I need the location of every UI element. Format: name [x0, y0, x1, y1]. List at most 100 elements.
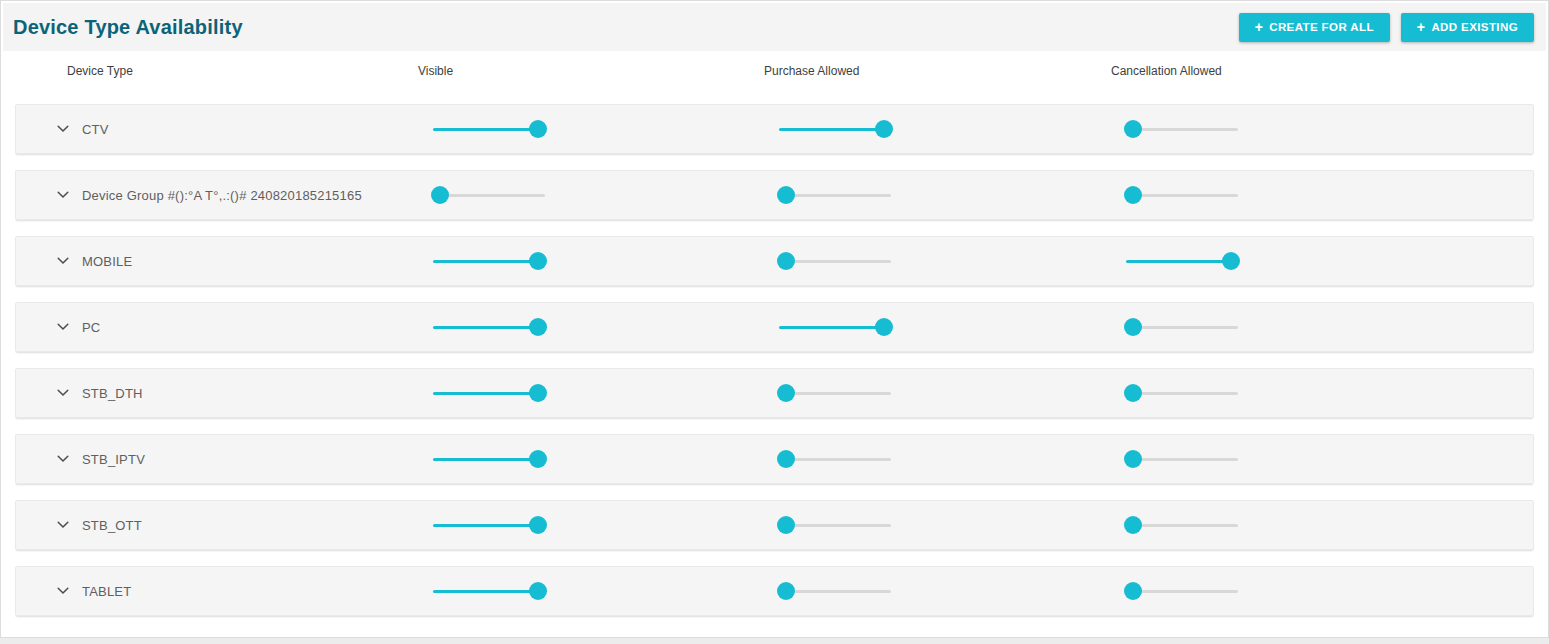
slider-thumb[interactable] [1124, 186, 1142, 204]
slider-thumb[interactable] [1124, 450, 1142, 468]
title-bar-actions: + CREATE FOR ALL + ADD EXISTING [1228, 13, 1534, 42]
device-row: TABLET [15, 566, 1534, 616]
column-header-cancellation-allowed: Cancellation Allowed [1111, 51, 1222, 91]
chevron-down-icon [57, 521, 69, 529]
slider-thumb[interactable] [529, 450, 547, 468]
device-rows: CTV Device Group #():°A T°,.:()# 2408201… [1, 91, 1548, 632]
slider-track [779, 392, 891, 395]
slider-thumb[interactable] [529, 582, 547, 600]
slider-thumb[interactable] [1124, 516, 1142, 534]
chevron-down-icon [57, 125, 69, 133]
create-for-all-button[interactable]: + CREATE FOR ALL [1239, 13, 1390, 42]
title-bar: Device Type Availability + CREATE FOR AL… [3, 3, 1546, 51]
device-type-availability-panel: Device Type Availability + CREATE FOR AL… [0, 0, 1549, 638]
visible-toggle-slider[interactable] [433, 582, 545, 600]
slider-thumb[interactable] [777, 252, 795, 270]
device-row: MOBILE [15, 236, 1534, 286]
expand-row-button[interactable] [52, 567, 74, 615]
purchase-allowed-toggle-slider[interactable] [779, 450, 891, 468]
slider-thumb[interactable] [529, 120, 547, 138]
chevron-down-icon [57, 257, 69, 265]
chevron-down-icon [57, 191, 69, 199]
visible-toggle-slider[interactable] [433, 516, 545, 534]
slider-thumb[interactable] [529, 318, 547, 336]
cancellation-allowed-toggle-slider[interactable] [1126, 384, 1238, 402]
slider-track [779, 524, 891, 527]
purchase-allowed-toggle-slider[interactable] [779, 186, 891, 204]
purchase-allowed-toggle-slider[interactable] [779, 582, 891, 600]
expand-row-button[interactable] [52, 105, 74, 153]
slider-thumb[interactable] [1124, 120, 1142, 138]
chevron-down-icon [57, 455, 69, 463]
slider-thumb[interactable] [875, 120, 893, 138]
visible-toggle-slider[interactable] [433, 318, 545, 336]
cancellation-allowed-toggle-slider[interactable] [1126, 120, 1238, 138]
visible-toggle-slider[interactable] [433, 450, 545, 468]
expand-row-button[interactable] [52, 303, 74, 351]
slider-thumb[interactable] [1124, 318, 1142, 336]
slider-thumb[interactable] [777, 582, 795, 600]
add-existing-label: ADD EXISTING [1431, 21, 1518, 33]
slider-track [779, 260, 891, 263]
purchase-allowed-toggle-slider[interactable] [779, 516, 891, 534]
slider-thumb[interactable] [1222, 252, 1240, 270]
slider-thumb[interactable] [529, 252, 547, 270]
cancellation-allowed-toggle-slider[interactable] [1126, 318, 1238, 336]
device-type-label: Device Group #():°A T°,.:()# 24082018521… [82, 171, 362, 219]
create-for-all-label: CREATE FOR ALL [1269, 21, 1374, 33]
chevron-down-icon [57, 587, 69, 595]
slider-track [1126, 524, 1238, 527]
slider-track [779, 590, 891, 593]
expand-row-button[interactable] [52, 237, 74, 285]
page-title: Device Type Availability [13, 16, 243, 39]
purchase-allowed-toggle-slider[interactable] [779, 252, 891, 270]
slider-track [433, 194, 545, 197]
device-type-label: STB_IPTV [82, 435, 145, 483]
slider-track [1126, 128, 1238, 131]
purchase-allowed-toggle-slider[interactable] [779, 120, 891, 138]
cancellation-allowed-toggle-slider[interactable] [1126, 186, 1238, 204]
slider-track [1126, 392, 1238, 395]
slider-thumb[interactable] [777, 516, 795, 534]
slider-thumb[interactable] [777, 450, 795, 468]
column-headers: Device Type Visible Purchase Allowed Can… [1, 51, 1548, 91]
slider-thumb[interactable] [875, 318, 893, 336]
visible-toggle-slider[interactable] [433, 252, 545, 270]
purchase-allowed-toggle-slider[interactable] [779, 384, 891, 402]
slider-thumb[interactable] [777, 186, 795, 204]
slider-thumb[interactable] [529, 516, 547, 534]
slider-thumb[interactable] [1124, 582, 1142, 600]
visible-toggle-slider[interactable] [433, 384, 545, 402]
device-row: Device Group #():°A T°,.:()# 24082018521… [15, 170, 1534, 220]
slider-thumb[interactable] [1124, 384, 1142, 402]
visible-toggle-slider[interactable] [433, 120, 545, 138]
device-row: STB_DTH [15, 368, 1534, 418]
slider-thumb[interactable] [529, 384, 547, 402]
cancellation-allowed-toggle-slider[interactable] [1126, 582, 1238, 600]
device-row: CTV [15, 104, 1534, 154]
expand-row-button[interactable] [52, 435, 74, 483]
expand-row-button[interactable] [52, 171, 74, 219]
slider-track [1126, 194, 1238, 197]
chevron-down-icon [57, 389, 69, 397]
visible-toggle-slider[interactable] [433, 186, 545, 204]
expand-row-button[interactable] [52, 369, 74, 417]
slider-track [779, 194, 891, 197]
slider-track [779, 458, 891, 461]
plus-icon: + [1255, 20, 1264, 34]
slider-thumb[interactable] [431, 186, 449, 204]
expand-row-button[interactable] [52, 501, 74, 549]
cancellation-allowed-toggle-slider[interactable] [1126, 516, 1238, 534]
plus-icon: + [1417, 20, 1426, 34]
cancellation-allowed-toggle-slider[interactable] [1126, 450, 1238, 468]
device-type-label: CTV [82, 105, 109, 153]
slider-track [1126, 458, 1238, 461]
slider-thumb[interactable] [777, 384, 795, 402]
device-type-label: MOBILE [82, 237, 132, 285]
chevron-down-icon [57, 323, 69, 331]
cancellation-allowed-toggle-slider[interactable] [1126, 252, 1238, 270]
add-existing-button[interactable]: + ADD EXISTING [1401, 13, 1534, 42]
purchase-allowed-toggle-slider[interactable] [779, 318, 891, 336]
column-header-visible: Visible [418, 51, 453, 91]
column-header-purchase-allowed: Purchase Allowed [764, 51, 859, 91]
